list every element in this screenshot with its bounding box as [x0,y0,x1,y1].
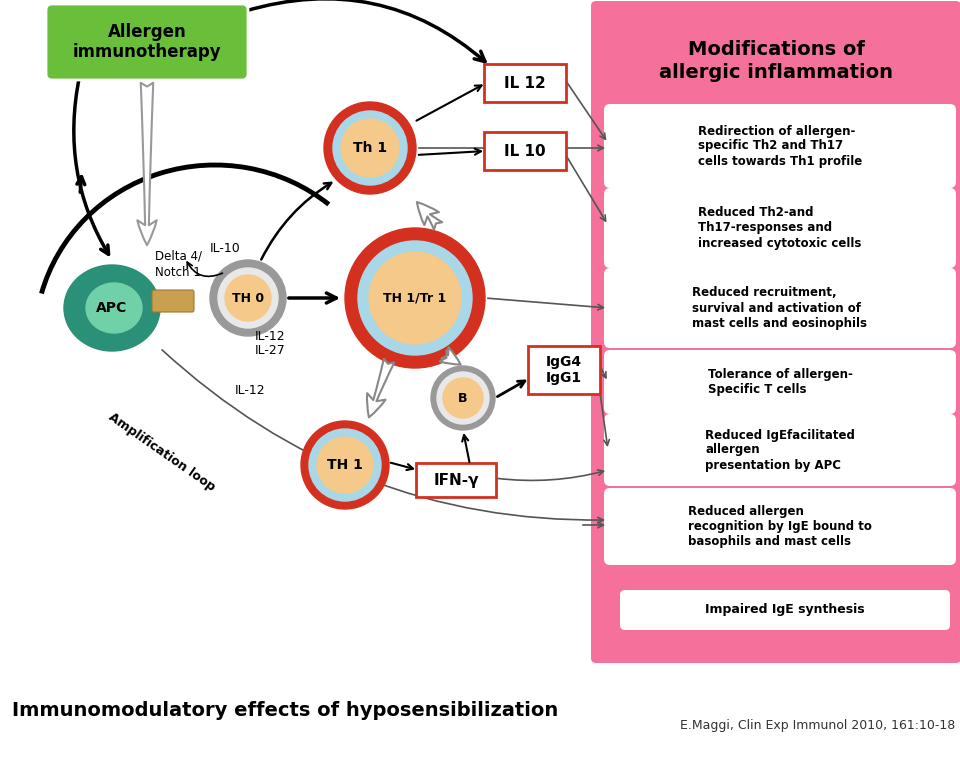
Circle shape [324,102,416,194]
FancyArrowPatch shape [417,86,482,120]
FancyArrowPatch shape [488,298,604,310]
FancyBboxPatch shape [604,488,956,565]
FancyArrowPatch shape [162,350,603,523]
Text: Reduced allergen
recognition by IgE bound to
basophils and mast cells: Reduced allergen recognition by IgE boun… [688,505,872,548]
Circle shape [218,268,278,328]
Circle shape [301,421,389,509]
Text: Immunomodulatory effects of hyposensibilization: Immunomodulatory effects of hyposensibil… [12,700,559,719]
Text: IL-27: IL-27 [255,344,286,357]
FancyArrowPatch shape [367,359,395,417]
FancyBboxPatch shape [604,188,956,268]
FancyArrowPatch shape [496,470,604,481]
Text: Modifications of
allergic inflammation: Modifications of allergic inflammation [659,40,893,83]
FancyArrowPatch shape [497,381,525,397]
Text: TH 0: TH 0 [232,291,264,304]
Text: Reduced Th2-and
Th17-responses and
increased cytotoxic cells: Reduced Th2-and Th17-responses and incre… [698,207,862,250]
Circle shape [341,119,399,177]
Ellipse shape [64,265,160,351]
Text: Th 1: Th 1 [353,141,387,155]
Circle shape [369,252,461,344]
Circle shape [210,260,286,336]
Ellipse shape [83,272,153,332]
FancyArrowPatch shape [598,381,610,445]
Text: TH 1/Tr 1: TH 1/Tr 1 [383,291,446,304]
FancyArrowPatch shape [74,76,108,254]
Text: IgG4
IgG1: IgG4 IgG1 [546,355,582,385]
Text: Redirection of allergen-
specific Th2 and Th17
cells towards Th1 profile: Redirection of allergen- specific Th2 an… [698,124,862,167]
Text: Amplification loop: Amplification loop [107,410,218,494]
FancyBboxPatch shape [620,590,950,630]
FancyBboxPatch shape [528,346,600,394]
Text: Allergen
immunotherapy: Allergen immunotherapy [73,23,222,61]
Text: APC: APC [96,301,128,315]
FancyArrowPatch shape [419,148,481,155]
Text: IL-10: IL-10 [210,241,241,254]
Circle shape [358,241,472,355]
FancyBboxPatch shape [604,268,956,348]
Circle shape [309,429,381,501]
Circle shape [345,228,485,368]
Text: B: B [458,391,468,404]
Text: E.Maggi, Clin Exp Immunol 2010, 161:10-18: E.Maggi, Clin Exp Immunol 2010, 161:10-1… [680,718,955,731]
Circle shape [225,275,271,321]
Ellipse shape [86,283,142,333]
Text: Reduced IgEfacilitated
allergen
presentation by APC: Reduced IgEfacilitated allergen presenta… [705,428,855,472]
FancyArrowPatch shape [583,522,603,528]
FancyArrowPatch shape [419,145,603,151]
Circle shape [317,437,373,493]
Text: Delta 4/
Notch 1: Delta 4/ Notch 1 [155,250,202,279]
FancyBboxPatch shape [591,1,960,663]
Circle shape [431,366,495,430]
FancyBboxPatch shape [604,350,956,414]
FancyBboxPatch shape [46,4,248,80]
Text: IL 12: IL 12 [504,76,546,91]
Circle shape [443,378,483,418]
FancyArrowPatch shape [391,463,413,470]
FancyBboxPatch shape [604,104,956,188]
FancyBboxPatch shape [416,463,496,497]
Circle shape [333,111,407,185]
Ellipse shape [78,290,138,342]
Text: IL-12: IL-12 [255,329,286,342]
FancyBboxPatch shape [484,64,566,102]
Text: IL 10: IL 10 [504,144,546,158]
Text: IFN-γ: IFN-γ [433,472,479,488]
Text: Tolerance of allergen-
Specific T cells: Tolerance of allergen- Specific T cells [708,368,852,396]
FancyArrowPatch shape [245,0,485,61]
FancyArrowPatch shape [440,347,461,365]
FancyArrowPatch shape [462,435,469,463]
FancyArrowPatch shape [565,80,606,139]
FancyArrowPatch shape [417,202,443,229]
FancyArrowPatch shape [137,83,156,245]
FancyBboxPatch shape [152,290,194,312]
Text: TH 1: TH 1 [327,458,363,472]
FancyArrowPatch shape [77,176,84,192]
Text: Reduced recruitment,
survival and activation of
mast cells and eosinophils: Reduced recruitment, survival and activa… [692,286,868,329]
FancyBboxPatch shape [484,132,566,170]
FancyArrowPatch shape [599,364,606,378]
FancyArrowPatch shape [187,262,223,276]
FancyArrowPatch shape [261,183,331,260]
Text: Impaired IgE synthesis: Impaired IgE synthesis [706,603,865,616]
FancyBboxPatch shape [604,414,956,486]
FancyArrowPatch shape [289,293,336,303]
FancyArrowPatch shape [565,154,606,221]
Text: IL-12: IL-12 [235,384,266,397]
Circle shape [437,372,489,424]
